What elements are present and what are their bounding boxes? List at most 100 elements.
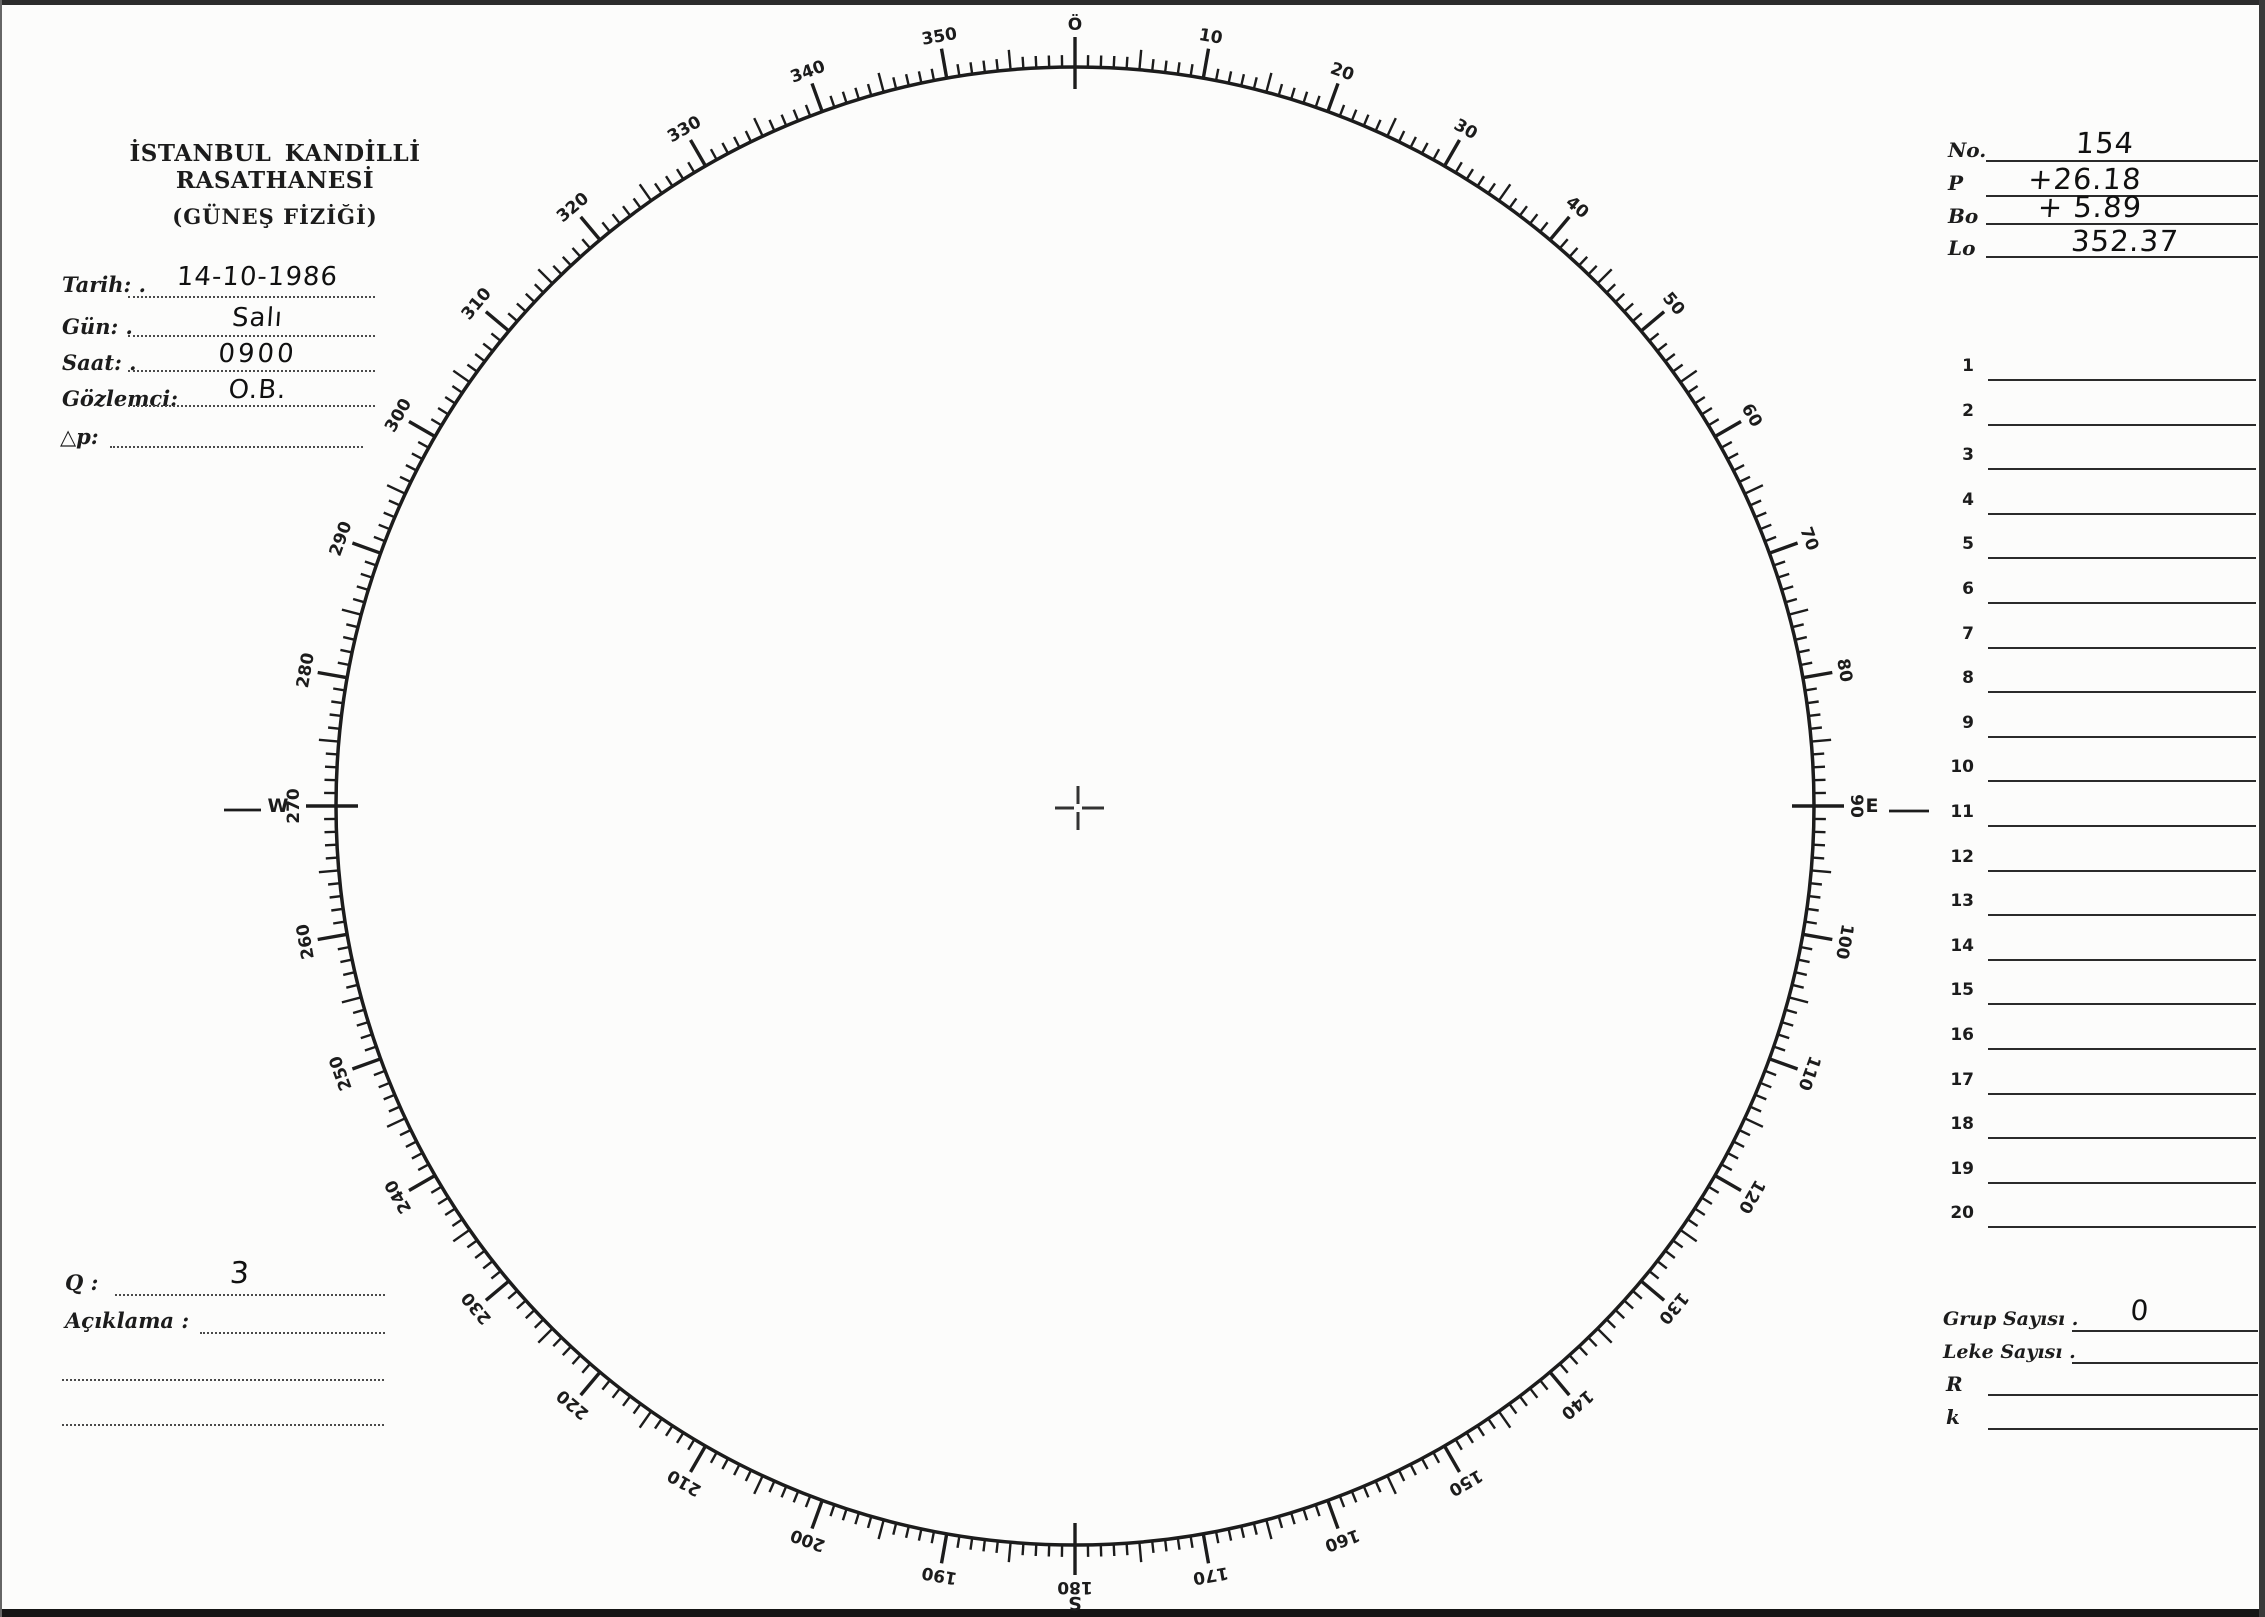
field-value-saat: 0900 bbox=[217, 339, 298, 369]
spot-row-number: 14 bbox=[1950, 935, 1974, 956]
spot-row-number: 17 bbox=[1950, 1069, 1974, 1090]
summary-line-grup bbox=[2072, 1330, 2258, 1332]
dial-degree-label: 180 bbox=[1057, 1577, 1093, 1597]
spot-row-line bbox=[1988, 557, 2256, 560]
field-value-gozlemci: O.B. bbox=[227, 375, 288, 405]
spot-row-number: 20 bbox=[1950, 1203, 1974, 1224]
summary-line-r bbox=[1988, 1394, 2258, 1396]
field-value-gun: Salı bbox=[230, 303, 284, 333]
spot-row-line bbox=[1988, 602, 2256, 604]
observatory-title: İSTANBUL KANDİLLİ RASATHANESİ bbox=[129, 140, 421, 194]
dial-degree-label: 340 bbox=[788, 57, 828, 88]
field-label-gun: Gün: . bbox=[62, 314, 133, 339]
spot-row-line bbox=[1988, 646, 2256, 649]
dial-degree-label: 310 bbox=[458, 284, 496, 324]
spot-row-number: 11 bbox=[1950, 802, 1974, 822]
dial-degree-label: 200 bbox=[788, 1524, 828, 1555]
scan-border-left bbox=[0, 0, 2, 1617]
summary-line-k bbox=[1988, 1428, 2258, 1430]
dial-degree-label: 160 bbox=[1322, 1524, 1362, 1555]
dial-degree-labels: Ö 102030405060708090100110120130140150160… bbox=[284, 13, 1866, 1597]
eph-label-p: P bbox=[1948, 171, 1964, 195]
dial-cardinal-label-w: W bbox=[268, 795, 289, 817]
dial-degree-label: 270 bbox=[284, 788, 304, 824]
field-value-tarih: 14-10-1986 bbox=[175, 262, 340, 292]
dial-degree-label: 100 bbox=[1831, 922, 1857, 961]
dial-degree-label: 230 bbox=[458, 1288, 496, 1328]
summary-label-k: k bbox=[1946, 1405, 1960, 1429]
dial-degree-label: 300 bbox=[381, 395, 416, 436]
eph-line-p bbox=[1986, 195, 2258, 197]
dial-cardinal-label-e: E bbox=[1866, 795, 1879, 817]
spot-row-number: 13 bbox=[1950, 891, 1974, 912]
spot-row-line bbox=[1988, 1181, 2256, 1184]
field-line-gun bbox=[128, 335, 375, 337]
dial-degree-label: 220 bbox=[553, 1385, 593, 1423]
eph-value-no: 154 bbox=[2074, 126, 2136, 160]
dial-cardinal-labels: E S W bbox=[268, 795, 1879, 1614]
spot-row-line bbox=[1988, 914, 2256, 917]
scan-border-top bbox=[0, 0, 2265, 5]
field-line-saat bbox=[128, 370, 375, 372]
scan-border-bottom bbox=[0, 1609, 2265, 1617]
spot-row-line bbox=[1988, 691, 2256, 694]
spot-row-number: 2 bbox=[1962, 400, 1974, 421]
quality-label: Q : bbox=[65, 1270, 99, 1295]
dial-degree-label: 10 bbox=[1197, 25, 1224, 49]
dial-degree-label: 80 bbox=[1832, 657, 1856, 684]
spot-row-number: 10 bbox=[1950, 757, 1974, 778]
dial-ticks bbox=[306, 37, 1844, 1575]
spot-row-number: 12 bbox=[1950, 846, 1974, 867]
spot-row-number: 8 bbox=[1962, 668, 1974, 689]
spot-row-line bbox=[1988, 869, 2256, 872]
dial-degree-label: Ö bbox=[1068, 13, 1082, 35]
spot-row-number: 1 bbox=[1962, 356, 1974, 376]
dial-degree-label: 60 bbox=[1737, 400, 1766, 431]
dial-degree-label: 240 bbox=[381, 1176, 416, 1217]
dial-degree-label: 260 bbox=[293, 922, 319, 961]
eph-label-no: No. bbox=[1948, 138, 1987, 162]
eph-line-no bbox=[1986, 160, 2258, 162]
disk-rim-circle bbox=[334, 65, 1816, 1547]
dial-degree-label: 280 bbox=[293, 651, 319, 690]
summary-value-grup: 0 bbox=[2129, 1294, 2151, 1327]
dial-degree-label: 150 bbox=[1445, 1465, 1486, 1500]
spot-row-number: 5 bbox=[1962, 534, 1974, 555]
field-label-deltap: △p: bbox=[60, 424, 99, 449]
dial-degree-label: 140 bbox=[1557, 1385, 1597, 1423]
summary-label-leke: Leke Sayısı . bbox=[1943, 1341, 2076, 1363]
dial-degree-label: 110 bbox=[1793, 1053, 1824, 1093]
eph-label-bo: Bo bbox=[1948, 204, 1979, 228]
dial-degree-label: 90 bbox=[1846, 794, 1866, 818]
spot-row-number: 19 bbox=[1950, 1158, 1974, 1179]
spot-row-number: 16 bbox=[1950, 1025, 1974, 1045]
dial-degree-label: 350 bbox=[920, 24, 959, 50]
scan-border-right bbox=[2259, 0, 2265, 1617]
spot-row-line bbox=[1988, 512, 2256, 515]
dial-degree-label: 320 bbox=[553, 189, 593, 227]
spot-row-line bbox=[1988, 379, 2256, 381]
dial-degree-label: 70 bbox=[1795, 524, 1822, 553]
spot-row-number: 15 bbox=[1950, 980, 1974, 1001]
dial-degree-label: 170 bbox=[1191, 1562, 1230, 1588]
spot-row-line bbox=[1988, 423, 2256, 426]
summary-label-grup: Grup Sayısı . bbox=[1943, 1308, 2079, 1330]
quality-value: 3 bbox=[228, 1256, 252, 1291]
spot-row-line bbox=[1988, 1137, 2256, 1140]
dial-degree-label: 290 bbox=[326, 519, 357, 559]
spot-row-line bbox=[1988, 780, 2256, 783]
spot-row-line bbox=[1988, 1048, 2256, 1050]
field-line-gozlemci bbox=[128, 405, 375, 407]
dial-degree-label: 30 bbox=[1450, 115, 1481, 144]
field-label-tarih: Tarih: . bbox=[62, 272, 146, 297]
remarks-line-2 bbox=[62, 1379, 384, 1381]
spot-row-line bbox=[1988, 735, 2256, 738]
eph-line-lo bbox=[1986, 256, 2258, 258]
remarks-label: Açıklama : bbox=[65, 1308, 190, 1333]
dial-degree-label: 330 bbox=[664, 112, 705, 147]
spot-row-number: 6 bbox=[1962, 579, 1974, 599]
spot-measurement-list: 1 2 3 4 5 6 7 8 9 10 11 12 13 14 15 16 17 18 19 20 bbox=[1930, 356, 2257, 1256]
spot-row-number: 9 bbox=[1962, 712, 1974, 733]
